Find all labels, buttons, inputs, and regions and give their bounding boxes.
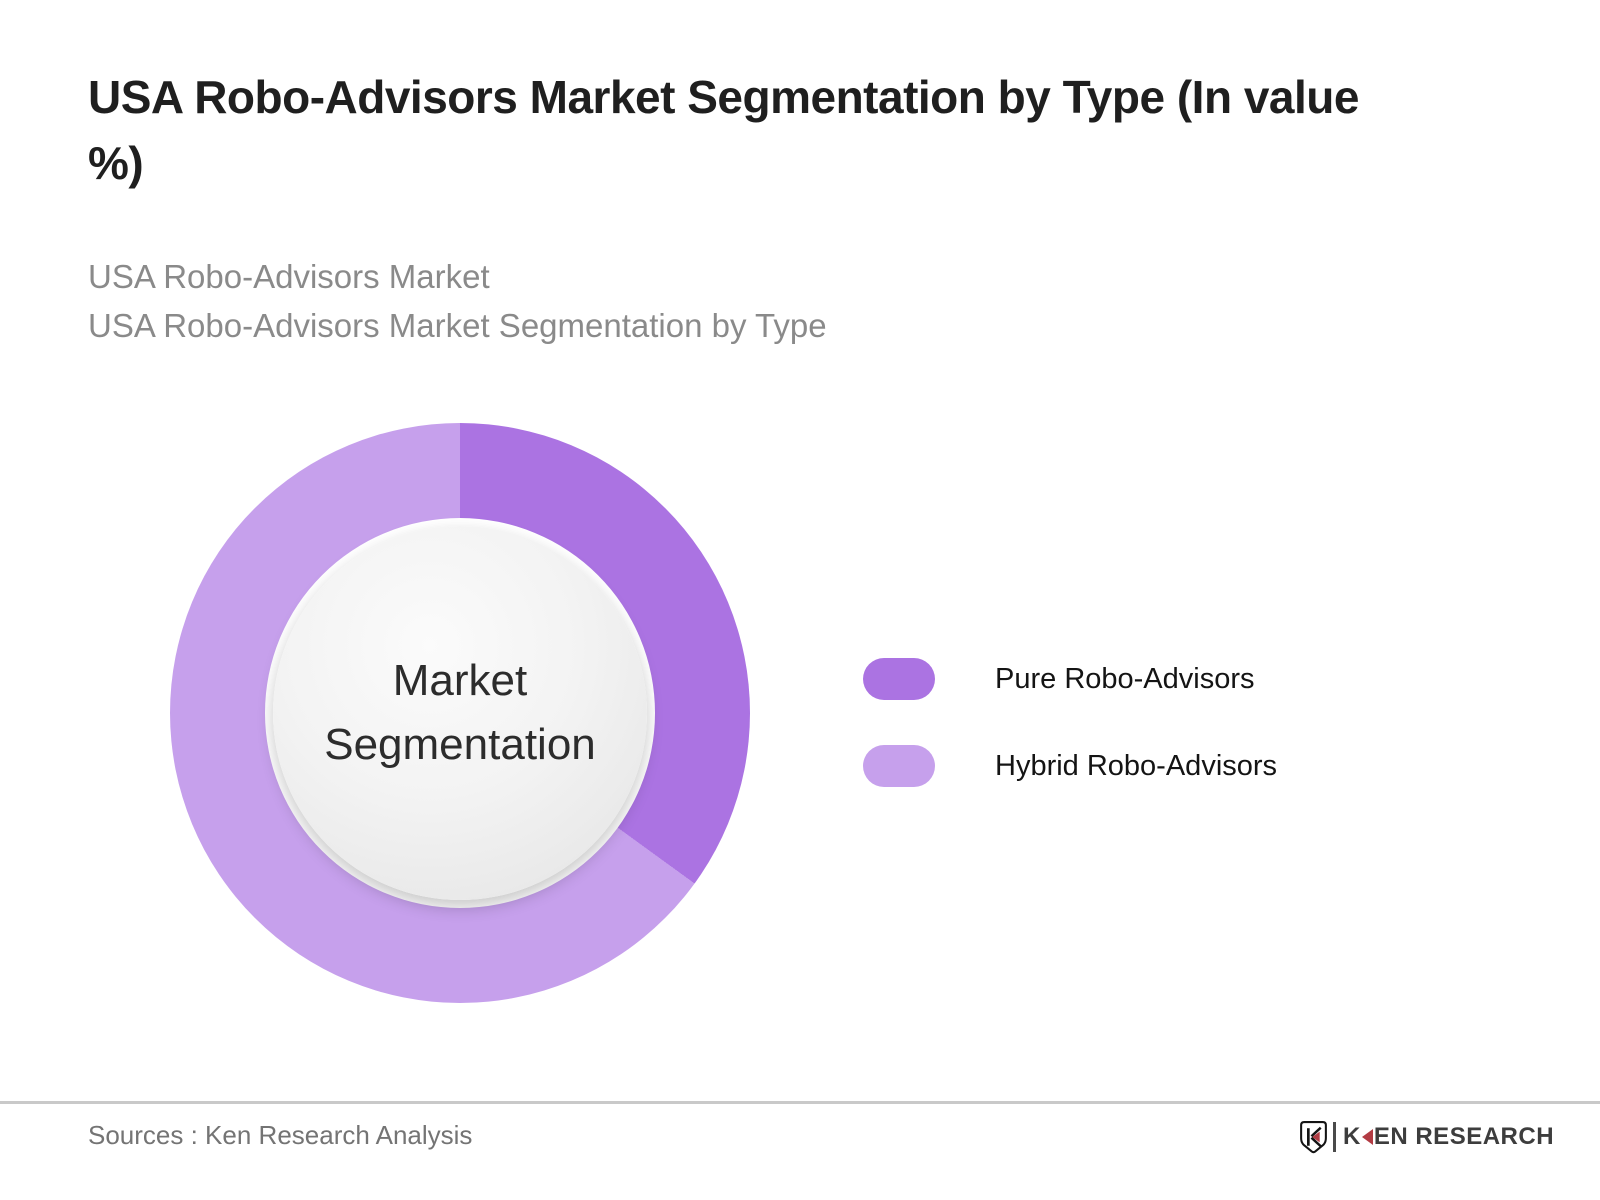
red-triangle-icon [1361, 1129, 1373, 1145]
subtitle-line2: USA Robo-Advisors Market Segmentation by… [88, 307, 827, 344]
ken-research-shield-icon [1300, 1120, 1327, 1153]
legend-item-hybrid: Hybrid Robo-Advisors [863, 745, 1277, 787]
logo-divider-bar [1333, 1122, 1336, 1152]
page-title-line1: USA Robo-Advisors Market Segmentation by… [88, 71, 1359, 123]
page-title-line2: %) [88, 137, 144, 189]
page-title: USA Robo-Advisors Market Segmentation by… [88, 64, 1518, 196]
legend-swatch [863, 658, 935, 700]
legend-item-pure: Pure Robo-Advisors [863, 658, 1255, 700]
source-text: Sources : Ken Research Analysis [88, 1120, 473, 1150]
donut-center-label-line1: Market [392, 656, 528, 705]
ken-research-logo: K EN RESEARCH [1300, 1119, 1554, 1155]
donut-center-label: Market Segmentation [324, 649, 596, 777]
donut-center-circle: Market Segmentation [273, 526, 647, 900]
footer-divider [0, 1101, 1600, 1104]
logo-wordmark-k: K [1343, 1123, 1361, 1150]
logo-wordmark: K EN RESEARCH [1343, 1123, 1554, 1151]
legend-label: Hybrid Robo-Advisors [995, 749, 1278, 782]
legend-label: Pure Robo-Advisors [995, 662, 1255, 695]
donut-center-label-line2: Segmentation [324, 720, 596, 769]
subtitle: USA Robo-Advisors Market USA Robo-Adviso… [88, 252, 1288, 350]
logo-wordmark-rest: EN RESEARCH [1373, 1123, 1555, 1150]
legend-swatch [863, 745, 935, 787]
donut-hole: Market Segmentation [265, 518, 655, 908]
donut-chart: Market Segmentation [170, 423, 750, 1003]
subtitle-line1: USA Robo-Advisors Market [88, 258, 490, 295]
